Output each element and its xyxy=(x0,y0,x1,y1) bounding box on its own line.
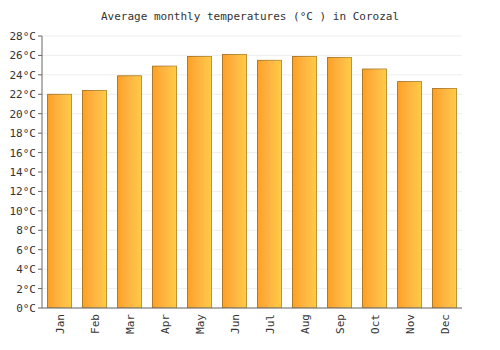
grid-line xyxy=(42,74,462,75)
y-tick-label: 24°C xyxy=(10,69,37,82)
y-tick-label: 16°C xyxy=(10,147,37,160)
x-tick-label: Dec xyxy=(439,314,452,334)
x-tick-label: Sep xyxy=(334,314,347,334)
bar xyxy=(153,66,177,308)
bar xyxy=(433,88,457,308)
y-tick-label: 2°C xyxy=(16,283,36,296)
bar xyxy=(188,56,212,308)
y-tick xyxy=(38,94,42,95)
chart-title: Average monthly temperatures (°C ) in Co… xyxy=(101,10,399,23)
y-tick-label: 8°C xyxy=(16,224,36,237)
bar xyxy=(48,94,72,308)
y-tick-label: 20°C xyxy=(10,108,37,121)
y-axis xyxy=(42,36,43,308)
x-tick-label: Mar xyxy=(124,314,137,334)
y-tick xyxy=(38,133,42,134)
y-tick xyxy=(38,113,42,114)
x-tick-label: Jul xyxy=(264,314,277,334)
y-tick xyxy=(38,152,42,153)
bar xyxy=(328,57,352,308)
y-tick-label: 4°C xyxy=(16,263,36,276)
chart-svg: Average monthly temperatures (°C ) in Co… xyxy=(0,0,500,350)
y-tick xyxy=(38,55,42,56)
x-tick-label: Apr xyxy=(159,314,172,334)
bar-shine xyxy=(328,57,352,308)
bar-shine xyxy=(433,88,457,308)
y-tick-label: 6°C xyxy=(16,244,36,257)
x-axis xyxy=(42,308,462,309)
y-tick-label: 18°C xyxy=(10,127,37,140)
bar xyxy=(293,56,317,308)
bar xyxy=(258,60,282,308)
bar-shine xyxy=(118,76,142,308)
x-tick-label: Feb xyxy=(89,314,102,334)
x-tick-label: Aug xyxy=(299,314,312,334)
bar xyxy=(118,76,142,308)
y-tick xyxy=(38,210,42,211)
grid-line xyxy=(42,308,462,309)
grid-line xyxy=(42,55,462,56)
y-tick-label: 0°C xyxy=(16,302,36,315)
grid-line xyxy=(42,36,462,37)
y-tick-label: 10°C xyxy=(10,205,37,218)
y-tick-label: 28°C xyxy=(10,30,37,43)
bar-shine xyxy=(258,60,282,308)
y-tick xyxy=(38,230,42,231)
bar-shine xyxy=(293,56,317,308)
bar-shine xyxy=(153,66,177,308)
y-tick-label: 12°C xyxy=(10,185,37,198)
y-tick xyxy=(38,74,42,75)
x-tick-label: Oct xyxy=(369,314,382,334)
bar-shine xyxy=(48,94,72,308)
x-tick-label: Jan xyxy=(54,314,67,334)
y-tick xyxy=(38,308,42,309)
x-tick-label: May xyxy=(194,314,207,334)
y-tick-label: 26°C xyxy=(10,49,37,62)
bar-shine xyxy=(398,82,422,308)
y-tick xyxy=(38,191,42,192)
y-tick xyxy=(38,36,42,37)
bar-shine xyxy=(188,56,212,308)
bar-shine xyxy=(363,69,387,308)
y-tick xyxy=(38,288,42,289)
y-tick-label: 22°C xyxy=(10,88,37,101)
chart-container: Average monthly temperatures (°C ) in Co… xyxy=(0,0,500,350)
x-tick-label: Nov xyxy=(404,314,417,334)
bar-shine xyxy=(223,54,247,308)
bar xyxy=(223,54,247,308)
bars xyxy=(48,54,457,308)
bar-shine xyxy=(83,90,107,308)
y-tick xyxy=(38,249,42,250)
y-tick xyxy=(38,172,42,173)
bar xyxy=(398,82,422,308)
x-tick-label: Jun xyxy=(229,314,242,334)
bar xyxy=(363,69,387,308)
y-tick-label: 14°C xyxy=(10,166,37,179)
y-tick xyxy=(38,269,42,270)
bar xyxy=(83,90,107,308)
